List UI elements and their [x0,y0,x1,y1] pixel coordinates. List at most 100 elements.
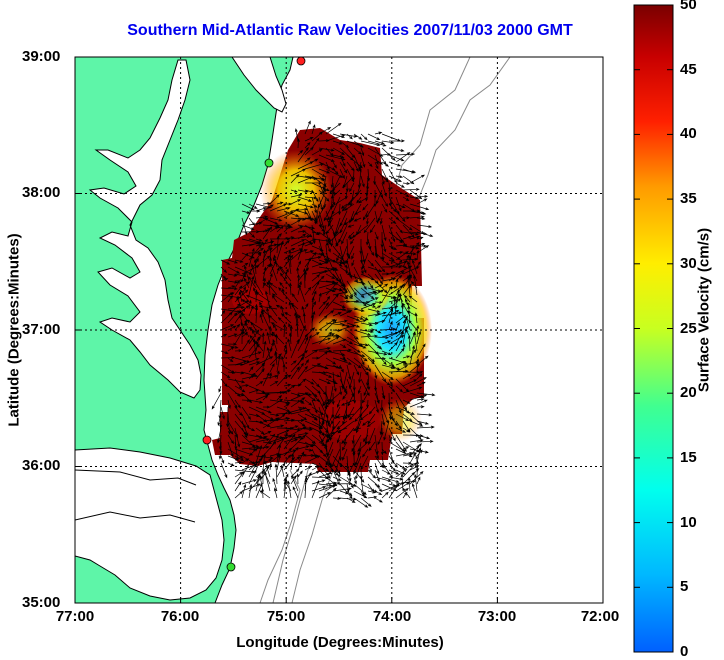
velocity-arrow [262,431,272,436]
velocity-arrow [381,168,389,182]
velocity-arrow [395,347,405,359]
velocity-arrow [395,462,406,469]
velocity-arrow [346,462,352,482]
velocity-arrow [409,470,424,485]
velocity-arrow [311,465,320,471]
velocity-arrow [241,420,249,437]
velocity-arrow [311,479,320,499]
velocity-arrow [402,175,415,185]
velocity-arrow [381,406,389,424]
velocity-arrow [416,392,436,397]
colorbar-tick-label: 15 [680,448,697,466]
velocity-arrow [271,331,285,345]
velocity-arrow [280,464,285,478]
velocity-arrow [227,342,238,346]
velocity-arrow [255,454,264,471]
velocity-arrow [255,252,262,261]
velocity-arrow [269,398,284,408]
velocity-arrow [217,427,222,444]
velocity-arrow [220,291,234,303]
velocity-arrow [241,281,251,289]
velocity-arrow [318,364,329,370]
velocity-arrow [304,250,315,254]
velocity-arrow [388,330,402,338]
velocity-arrow [311,281,320,296]
velocity-arrow [241,262,249,268]
velocity-arrow [288,323,292,331]
x-axis-label: Longitude (Degrees:Minutes) [236,634,444,651]
velocity-arrow [248,203,258,209]
velocity-arrow [311,337,332,345]
velocity-arrow [318,315,328,324]
velocity-arrow [409,196,419,200]
velocity-arrow [234,360,248,366]
velocity-arrow [248,399,264,404]
velocity-arrow [388,182,392,192]
velocity-arrow [255,238,263,242]
velocity-arrow [353,140,364,148]
velocity-arrow [297,420,306,427]
velocity-arrow [395,469,406,475]
velocity-arrow [374,469,380,483]
velocity-arrow [413,274,418,296]
velocity-arrow [278,287,292,303]
velocity-arrow [395,339,403,352]
velocity-arrow [248,241,261,247]
velocity-arrow [325,210,331,225]
velocity-arrow [304,441,314,448]
velocity-arrow [311,217,318,224]
velocity-arrow [336,420,348,430]
velocity-arrow [241,271,246,282]
velocity-arrow [348,231,362,240]
velocity-arrow [318,217,323,228]
velocity-arrow [381,152,391,156]
velocity-arrow [318,175,325,182]
velocity-arrow [339,168,345,180]
velocity-arrow [332,364,340,369]
velocity-arrow [262,249,266,268]
velocity-arrow [262,417,280,429]
velocity-arrow [346,469,351,477]
velocity-arrow [355,462,362,480]
velocity-arrow [318,292,322,303]
velocity-arrow [395,399,402,414]
velocity-arrow [374,497,383,503]
velocity-arrow [311,392,320,403]
velocity-arrow [381,491,389,499]
colorbar-tick-label: 0 [680,643,689,660]
velocity-arrow [269,413,280,417]
velocity-arrow [234,285,243,296]
velocity-arrow [255,215,269,219]
velocity-arrow [266,307,271,324]
velocity-arrow [304,196,318,200]
velocity-arrow [325,161,330,171]
velocity-arrow [395,152,411,163]
velocity-arrow [360,303,377,310]
velocity-arrow [395,468,408,478]
velocity-arrow [416,476,421,485]
velocity-arrow [376,189,383,205]
velocity-arrow [248,447,258,457]
velocity-arrow [358,196,369,204]
velocity-arrow [353,476,357,485]
velocity-arrow [276,267,280,275]
velocity-arrow [395,250,404,254]
velocity-arrow [220,343,239,349]
velocity-arrow [332,290,349,296]
velocity-arrow [248,247,255,268]
velocity-arrow [269,372,273,380]
velocity-arrow [374,252,385,260]
velocity-arrow [248,326,264,338]
velocity-arrow [276,394,283,401]
velocity-arrow [381,350,392,355]
velocity-arrow [255,247,264,254]
velocity-arrow [241,339,250,352]
velocity-arrow [360,147,365,157]
velocity-arrow [220,324,235,331]
velocity-arrow [360,133,368,141]
velocity-arrow [353,329,372,336]
velocity-arrow [262,372,270,387]
velocity-arrow [356,196,362,204]
velocity-arrow [332,348,353,352]
velocity-arrow [374,350,387,366]
